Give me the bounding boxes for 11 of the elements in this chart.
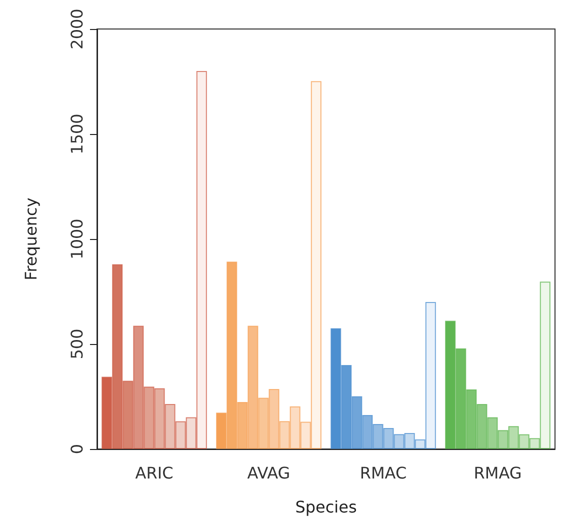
x-tick-label: ARIC [135,464,174,482]
y-tick-label: 500 [68,328,86,360]
y-axis-title: Frequency [22,198,40,280]
y-tick-label: 1500 [68,114,86,154]
y-tick-label: 0 [68,444,86,454]
x-tick-label: RMAG [474,464,522,482]
y-tick-label: 1000 [68,218,86,260]
x-tick-label: RMAC [360,464,407,482]
x-tick-label: AVAG [247,464,290,482]
x-axis-title: Species [295,498,357,516]
y-tick-label: 2000 [68,8,86,50]
